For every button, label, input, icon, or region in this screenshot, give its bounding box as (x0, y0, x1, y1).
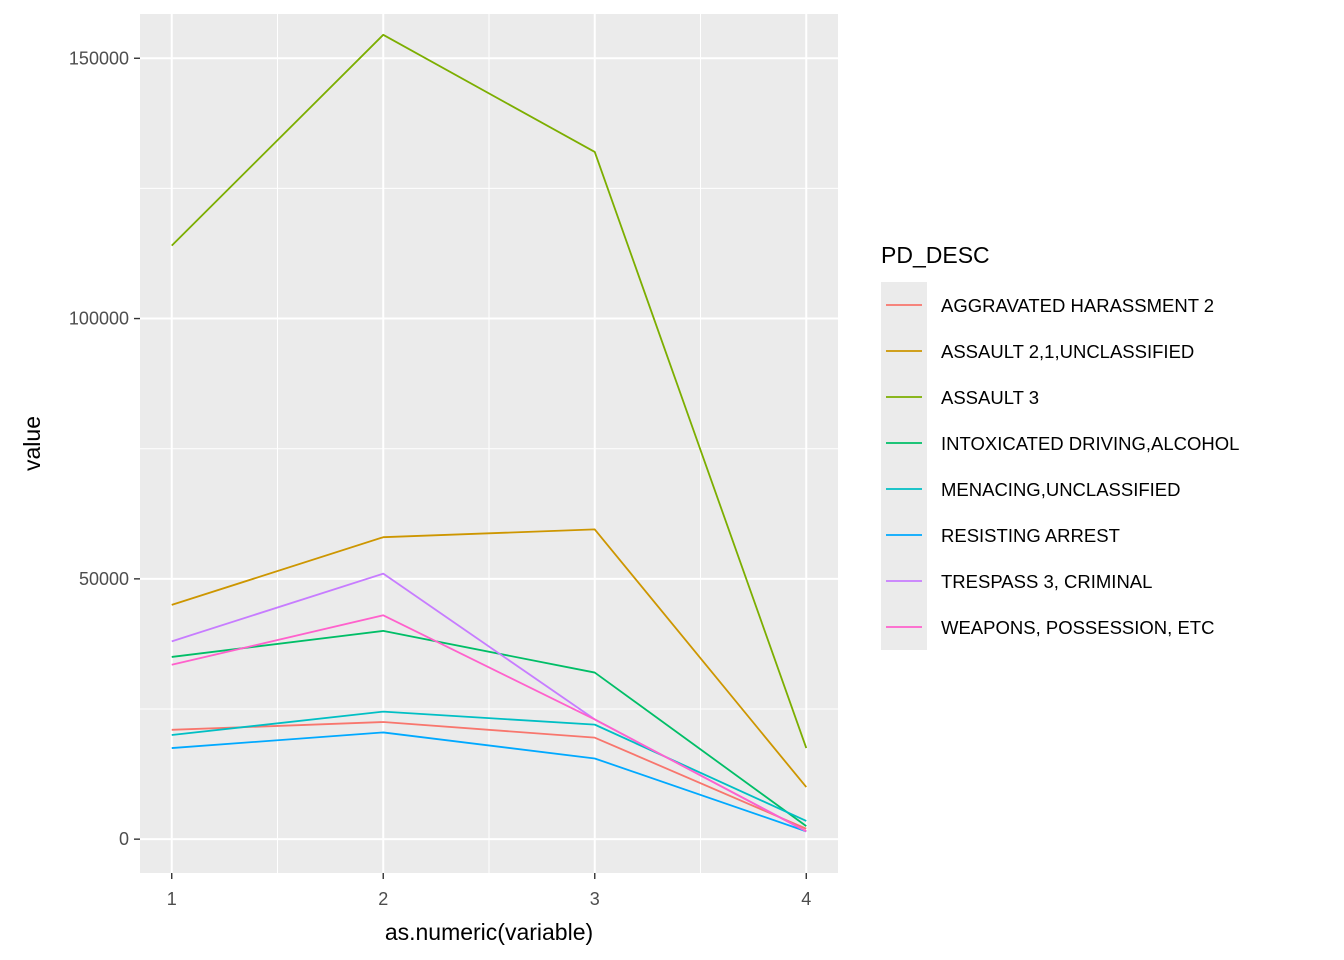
x-tick-label: 1 (167, 889, 177, 909)
legend-item: WEAPONS, POSSESSION, ETC (886, 617, 1214, 638)
series-line (171, 33, 808, 749)
legend-item: RESISTING ARREST (886, 525, 1120, 546)
legend-item: AGGRAVATED HARASSMENT 2 (886, 295, 1214, 316)
series-line (171, 630, 807, 827)
legend: PD_DESC AGGRAVATED HARASSMENT 2 ASSAULT 2… (881, 242, 1239, 650)
legend-label: WEAPONS, POSSESSION, ETC (941, 617, 1214, 638)
y-tick-label: 50000 (79, 569, 129, 589)
x-axis: 1 2 3 4 (167, 873, 811, 909)
legend-item: ASSAULT 3 (886, 387, 1039, 408)
x-tick-label: 4 (801, 889, 811, 909)
y-tick-label: 100000 (69, 309, 129, 329)
x-tick-label: 3 (590, 889, 600, 909)
legend-item: INTOXICATED DRIVING,ALCOHOL (886, 433, 1239, 454)
legend-label: AGGRAVATED HARASSMENT 2 (941, 295, 1214, 316)
legend-label: MENACING,UNCLASSIFIED (941, 479, 1181, 500)
legend-label: ASSAULT 2,1,UNCLASSIFIED (941, 341, 1194, 362)
series-lines (171, 33, 808, 833)
legend-title: PD_DESC (881, 242, 990, 268)
legend-label: ASSAULT 3 (941, 387, 1039, 408)
y-tick-label: 150000 (69, 48, 129, 68)
series-line (171, 710, 807, 822)
series-line (171, 721, 807, 830)
x-tick-label: 2 (378, 889, 388, 909)
legend-label: RESISTING ARREST (941, 525, 1120, 546)
legend-item: TRESPASS 3, CRIMINAL (886, 571, 1152, 592)
legend-label: INTOXICATED DRIVING,ALCOHOL (941, 433, 1239, 454)
series-line (171, 528, 807, 788)
y-tick-label: 0 (119, 829, 129, 849)
minor-gridlines (140, 14, 838, 873)
legend-label: TRESPASS 3, CRIMINAL (941, 571, 1152, 592)
legend-item: ASSAULT 2,1,UNCLASSIFIED (886, 341, 1194, 362)
y-axis: 0 50000 100000 150000 (69, 48, 140, 849)
legend-item: MENACING,UNCLASSIFIED (886, 479, 1181, 500)
series-line (171, 731, 807, 833)
legend-keys-background (881, 282, 927, 650)
series-line (171, 614, 807, 833)
y-axis-title: value (19, 416, 45, 471)
x-axis-title: as.numeric(variable) (385, 919, 593, 945)
